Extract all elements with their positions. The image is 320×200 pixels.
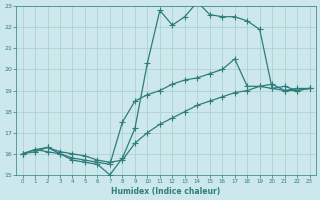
X-axis label: Humidex (Indice chaleur): Humidex (Indice chaleur) bbox=[111, 187, 221, 196]
